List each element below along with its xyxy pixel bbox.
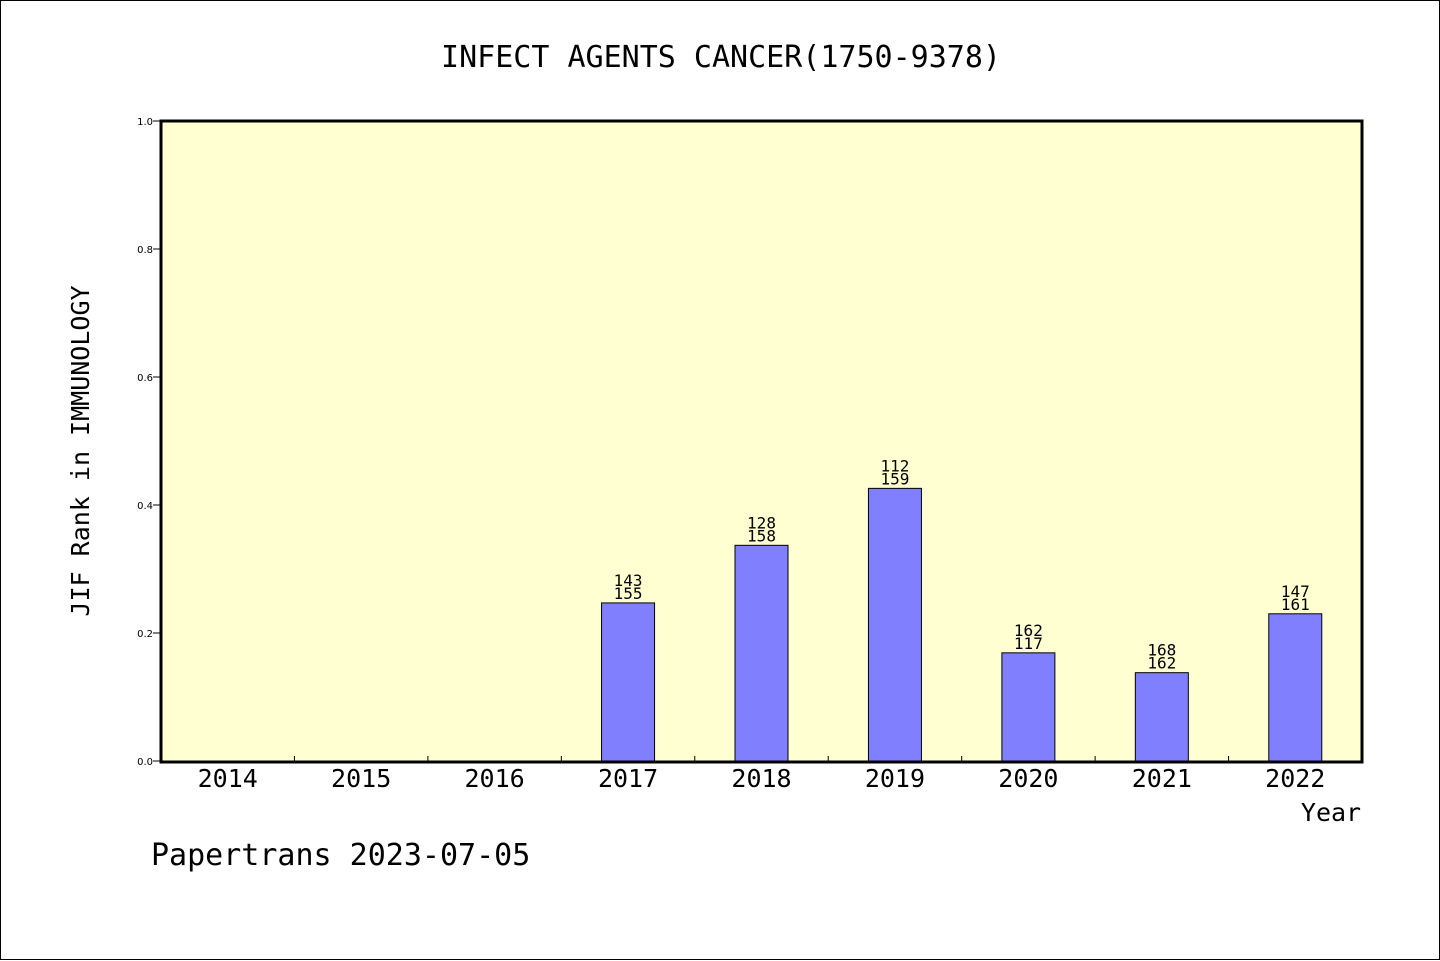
bar-2021 xyxy=(1134,672,1189,762)
x-tick-label: 2018 xyxy=(731,764,791,793)
bar-2018 xyxy=(734,544,789,762)
plot-border xyxy=(159,119,1364,764)
bar-label-top: 112 xyxy=(880,456,909,475)
x-tick-label: 2019 xyxy=(865,764,925,793)
y-axis: 0.0 0.2 0.4 0.6 0.8 1.0 xyxy=(137,117,161,768)
bar-2022 xyxy=(1268,613,1323,762)
y-axis-label: JIF Rank in IMMUNOLOGY xyxy=(66,285,95,616)
bar-2019 xyxy=(867,487,922,762)
y-tick-label: 0.8 xyxy=(137,245,153,256)
bar-label-top: 147 xyxy=(1281,582,1310,601)
x-tick-label: 2021 xyxy=(1132,764,1192,793)
bar-label-bottom: 158 xyxy=(747,526,776,545)
bar-label-bottom: 161 xyxy=(1281,595,1310,614)
bar-2020 xyxy=(1001,652,1056,762)
bar-label-top: 168 xyxy=(1147,641,1176,660)
y-tick-label: 0.0 xyxy=(137,757,153,768)
x-axis-label: Year xyxy=(1301,798,1361,827)
bar-label-top: 128 xyxy=(747,513,776,532)
y-tick-label: 1.0 xyxy=(137,117,153,128)
bar-label-bottom: 162 xyxy=(1147,654,1176,673)
bar-label-top: 162 xyxy=(1014,621,1043,640)
x-tick-label: 2015 xyxy=(331,764,391,793)
bar-label-bottom: 117 xyxy=(1014,634,1043,653)
x-tick-label: 2016 xyxy=(465,764,525,793)
bar-label-bottom: 159 xyxy=(880,469,909,488)
y-tick-label: 0.2 xyxy=(137,629,153,640)
chart-title: INFECT AGENTS CANCER(1750-9378) xyxy=(441,40,1001,75)
bar-label-top: 143 xyxy=(614,571,643,590)
x-tick-label: 2014 xyxy=(198,764,258,793)
footer-credit: Papertrans 2023-07-05 xyxy=(151,838,530,873)
bar-2017 xyxy=(601,602,656,762)
bar-label-bottom: 155 xyxy=(614,584,643,603)
x-axis: 2014 2015 2016 2017 2018 2019 2020 2021 2022 xyxy=(198,756,1325,793)
y-tick-label: 0.4 xyxy=(137,501,153,512)
x-tick-label: 2020 xyxy=(998,764,1058,793)
y-tick-label: 0.6 xyxy=(137,373,153,384)
x-tick-label: 2017 xyxy=(598,764,658,793)
x-tick-label: 2022 xyxy=(1265,764,1325,793)
